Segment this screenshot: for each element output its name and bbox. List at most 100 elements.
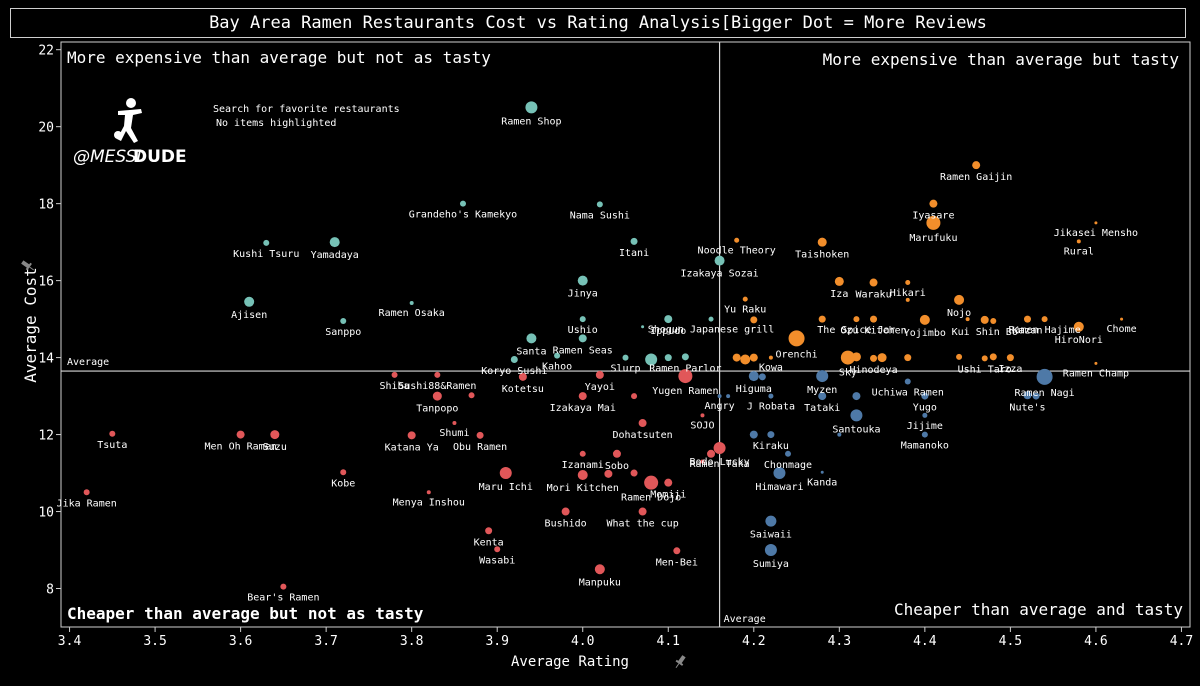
data-point[interactable] — [577, 469, 588, 480]
data-point[interactable] — [750, 316, 758, 324]
data-point[interactable] — [554, 352, 561, 359]
data-point[interactable] — [622, 354, 629, 361]
data-point[interactable] — [270, 430, 280, 440]
data-point[interactable] — [870, 354, 878, 362]
data-point[interactable] — [980, 315, 989, 324]
data-point[interactable] — [921, 431, 928, 438]
data-point[interactable] — [83, 489, 90, 496]
data-point[interactable] — [1076, 239, 1081, 244]
data-point[interactable] — [851, 352, 861, 362]
data-point[interactable] — [834, 276, 844, 286]
data-point[interactable] — [877, 353, 887, 363]
data-point[interactable] — [485, 527, 493, 535]
data-point[interactable] — [1023, 315, 1031, 323]
data-point[interactable] — [434, 371, 441, 378]
data-point[interactable] — [749, 353, 758, 362]
search-hint[interactable]: Search for favorite restaurants — [213, 104, 400, 115]
data-point[interactable] — [1094, 221, 1098, 225]
data-point[interactable] — [561, 507, 570, 516]
data-point[interactable] — [768, 393, 774, 399]
data-point[interactable] — [765, 515, 777, 527]
data-point[interactable] — [989, 353, 997, 361]
data-point[interactable] — [905, 280, 911, 286]
data-point[interactable] — [714, 255, 725, 266]
data-point[interactable] — [788, 330, 805, 347]
data-point[interactable] — [785, 450, 792, 457]
data-point[interactable] — [768, 355, 773, 360]
data-point[interactable] — [905, 297, 910, 302]
data-point[interactable] — [459, 200, 466, 207]
data-point[interactable] — [476, 431, 484, 439]
pin-icon[interactable] — [20, 259, 36, 274]
data-point[interactable] — [708, 316, 714, 322]
data-point[interactable] — [340, 318, 347, 325]
data-point[interactable] — [631, 393, 638, 400]
data-point[interactable] — [904, 378, 911, 385]
data-point[interactable] — [577, 275, 588, 286]
data-point[interactable] — [773, 467, 786, 480]
data-point[interactable] — [578, 392, 587, 401]
data-point[interactable] — [926, 215, 941, 230]
data-point[interactable] — [638, 507, 647, 516]
data-point[interactable] — [280, 583, 287, 590]
data-point[interactable] — [717, 394, 722, 399]
data-point[interactable] — [837, 432, 842, 437]
data-point[interactable] — [740, 354, 751, 365]
data-point[interactable] — [664, 478, 673, 487]
pin-icon[interactable] — [673, 654, 688, 670]
data-point[interactable] — [596, 201, 603, 208]
data-point[interactable] — [956, 353, 963, 360]
data-point[interactable] — [816, 370, 829, 383]
data-point[interactable] — [407, 431, 416, 440]
data-point[interactable] — [818, 392, 827, 401]
data-point[interactable] — [965, 317, 970, 322]
data-point[interactable] — [981, 355, 988, 362]
data-point[interactable] — [852, 392, 861, 401]
data-point[interactable] — [644, 475, 659, 490]
data-point[interactable] — [510, 356, 518, 364]
data-point[interactable] — [1006, 354, 1014, 362]
data-point[interactable] — [641, 325, 645, 329]
data-point[interactable] — [645, 353, 658, 366]
data-point[interactable] — [409, 300, 414, 305]
data-point[interactable] — [764, 544, 777, 557]
data-point[interactable] — [1032, 392, 1040, 400]
data-point[interactable] — [749, 430, 758, 439]
data-point[interactable] — [578, 334, 587, 343]
data-point[interactable] — [990, 318, 997, 325]
data-point[interactable] — [630, 469, 638, 477]
data-point[interactable] — [638, 419, 647, 428]
data-point[interactable] — [820, 470, 824, 474]
data-point[interactable] — [840, 350, 855, 365]
data-point[interactable] — [391, 371, 398, 378]
data-point[interactable] — [742, 296, 748, 302]
data-point[interactable] — [869, 278, 878, 287]
data-point[interactable] — [432, 391, 442, 401]
data-point[interactable] — [929, 199, 938, 208]
data-point[interactable] — [426, 490, 431, 495]
data-point[interactable] — [594, 564, 605, 575]
data-point[interactable] — [109, 430, 116, 437]
data-point[interactable] — [468, 392, 475, 399]
data-point[interactable] — [726, 394, 731, 399]
data-point[interactable] — [452, 421, 457, 426]
data-point[interactable] — [732, 353, 741, 362]
data-point[interactable] — [673, 547, 681, 555]
data-point[interactable] — [244, 296, 255, 307]
data-point[interactable] — [329, 237, 340, 248]
data-point[interactable] — [579, 450, 586, 457]
data-point[interactable] — [870, 315, 878, 323]
data-point[interactable] — [713, 442, 726, 455]
data-point[interactable] — [681, 353, 689, 361]
data-point[interactable] — [853, 316, 860, 323]
data-point[interactable] — [595, 370, 604, 379]
data-point[interactable] — [678, 369, 693, 384]
data-point[interactable] — [526, 333, 537, 344]
data-point[interactable] — [919, 314, 930, 325]
data-point[interactable] — [700, 413, 705, 418]
data-point[interactable] — [734, 237, 740, 243]
data-point[interactable] — [748, 371, 759, 382]
data-point[interactable] — [604, 469, 613, 478]
data-point[interactable] — [494, 546, 501, 553]
data-point[interactable] — [664, 315, 673, 324]
